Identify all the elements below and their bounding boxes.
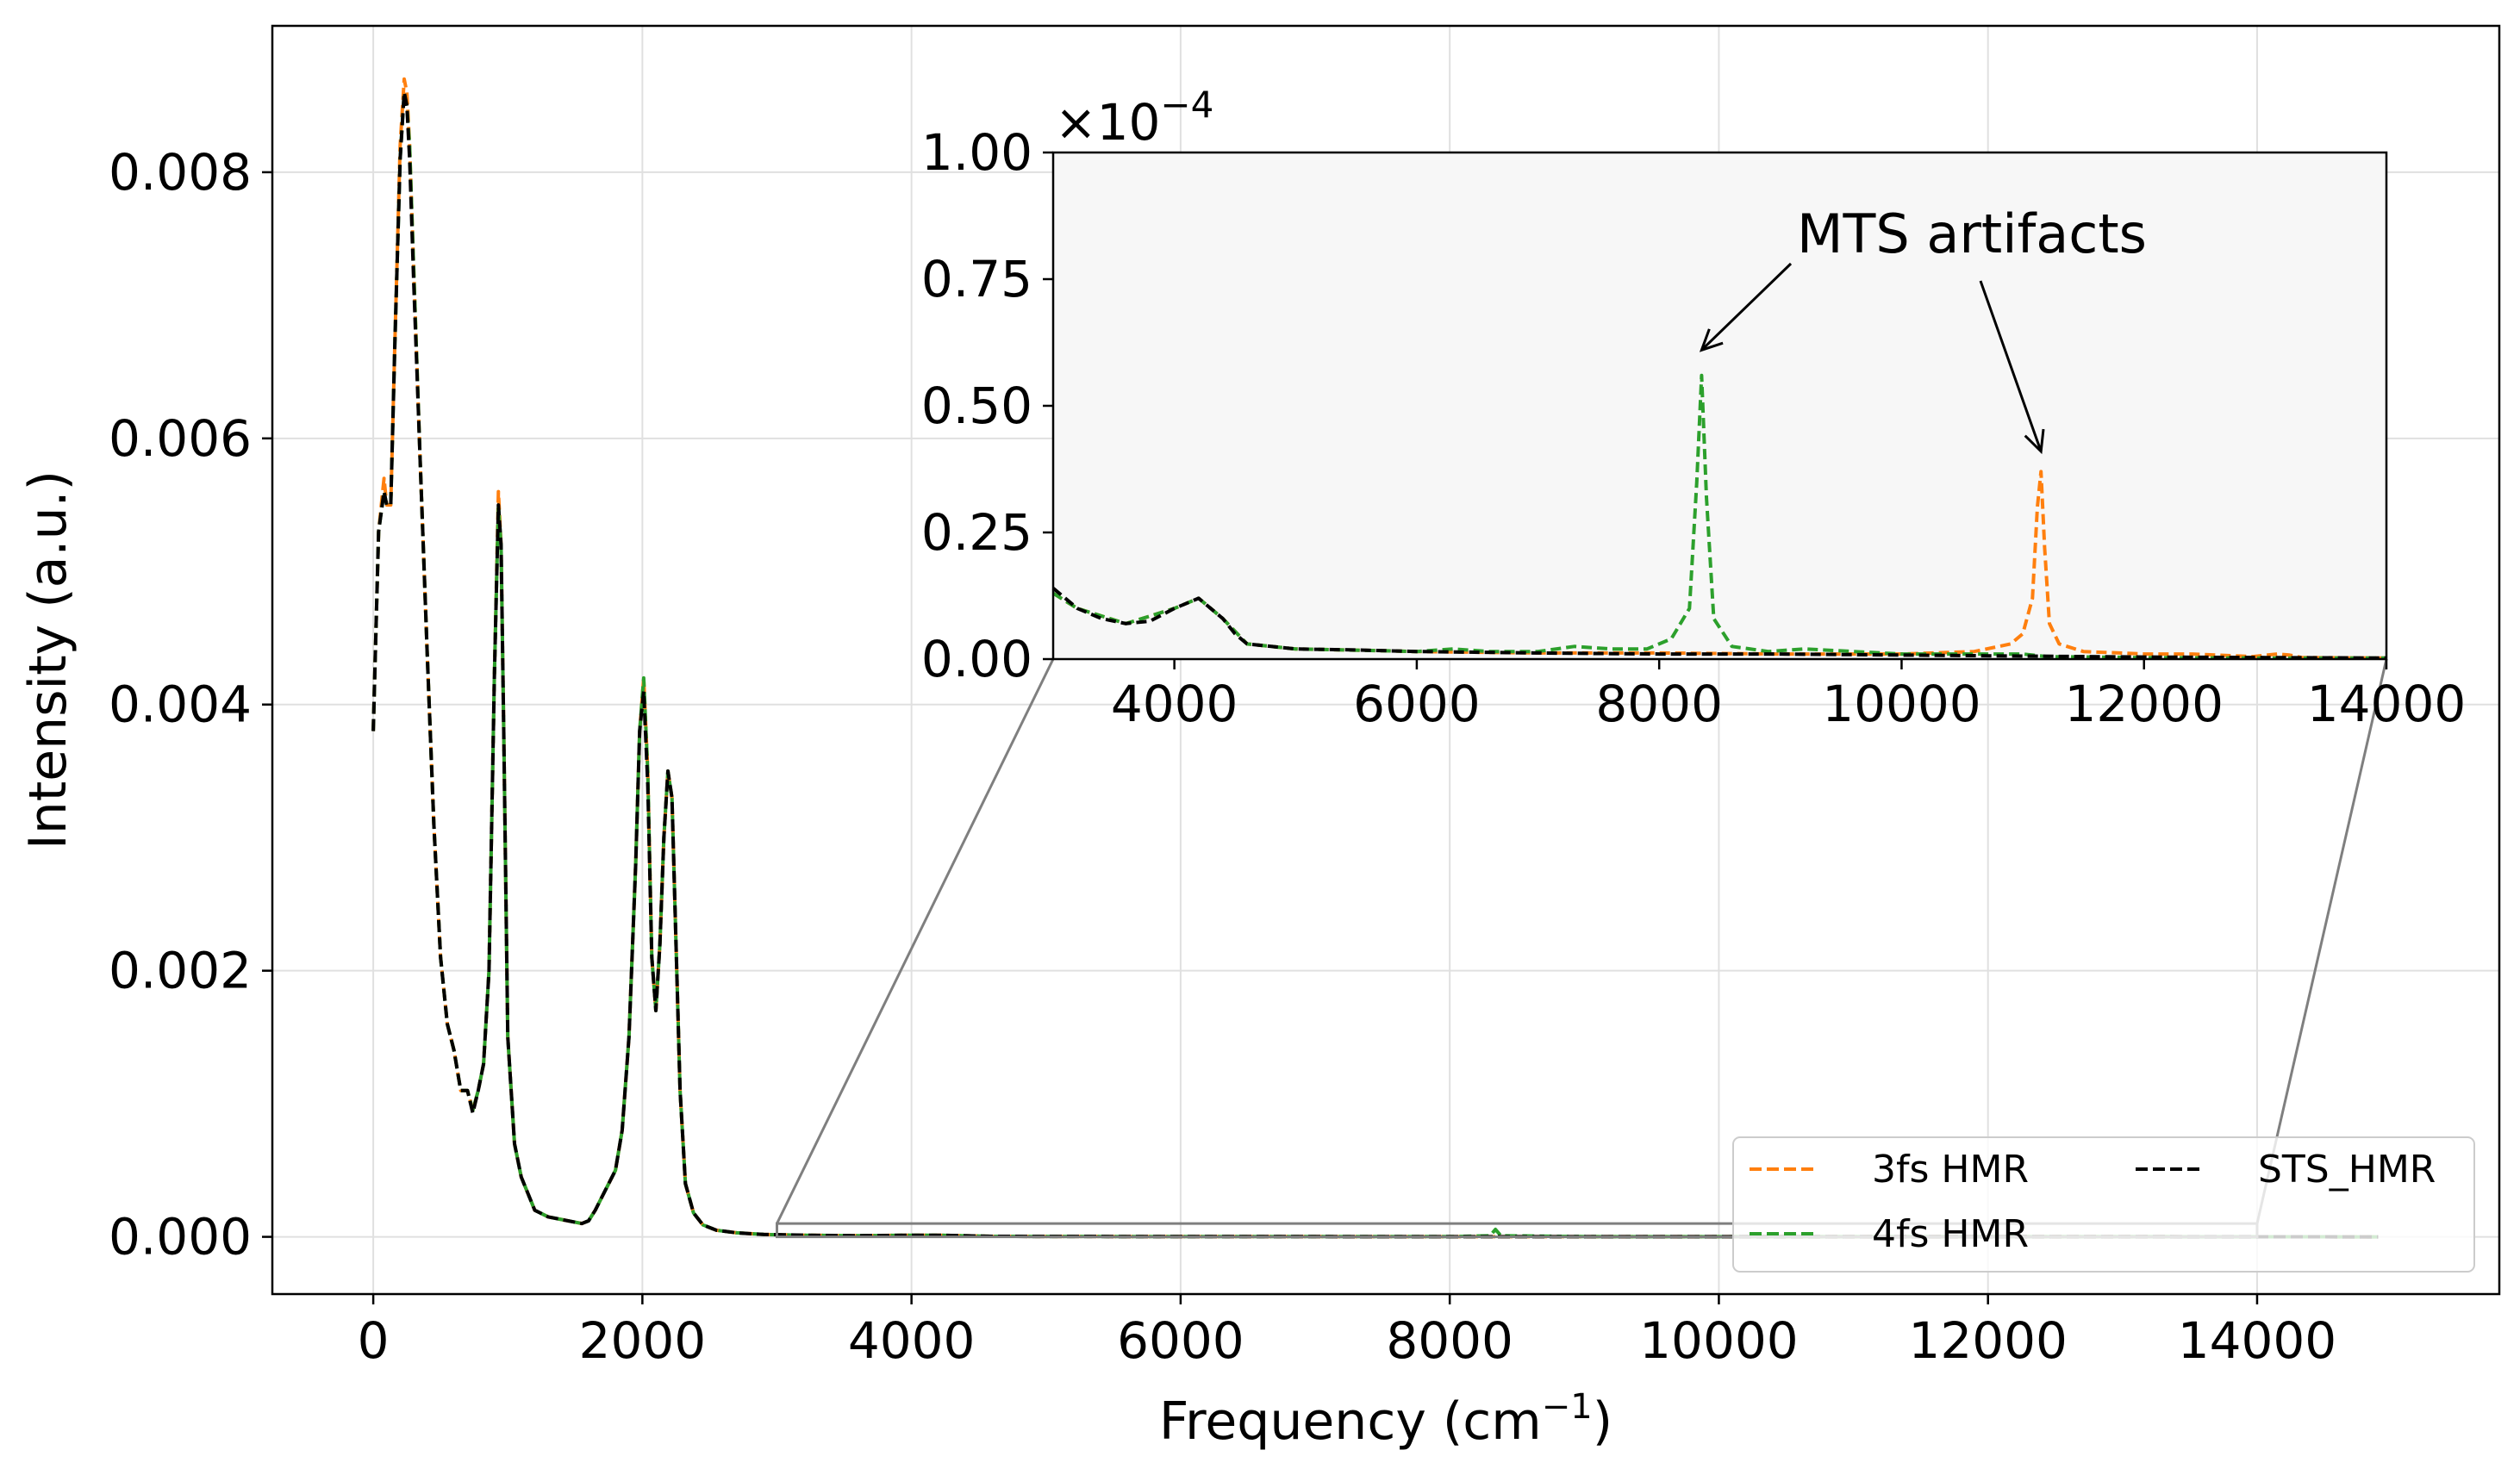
inset-y-tick-label-1: 0.25 <box>921 503 1032 562</box>
inset-plot-area <box>1053 152 2386 659</box>
inset-x-tick-label-5: 14000 <box>2307 675 2467 733</box>
y-tick-label-2: 0.004 <box>109 675 252 734</box>
inset-series-line-1 <box>1051 373 2386 660</box>
zoom-connector-left <box>776 658 1055 1224</box>
y-tick-label-4: 0.008 <box>109 143 252 202</box>
x-tick-label-1: 2000 <box>579 1311 707 1370</box>
annotation-arrow-head-1 <box>2024 428 2045 455</box>
inset-series-line-0 <box>1051 470 2387 660</box>
y-tick-label-3: 0.006 <box>109 409 252 468</box>
main-y-ticks: 0.000 0.002 0.004 0.006 0.008 <box>109 143 272 1267</box>
y-tick-label-0: 0.000 <box>109 1208 252 1267</box>
annotation-arrows <box>1699 262 2045 455</box>
y-axis-label: Intensity (a.u.) <box>18 470 78 850</box>
inset-y-tick-label-2: 0.50 <box>921 377 1032 435</box>
inset-y-ticks: 0.00 0.25 0.50 0.75 1.00 <box>921 123 1053 688</box>
x-tick-label-0: 0 <box>358 1311 390 1370</box>
legend-box <box>1732 1136 2475 1273</box>
inset-x-tick-label-0: 4000 <box>1111 675 1238 733</box>
x-tick-label-3: 6000 <box>1117 1311 1244 1370</box>
inset-scale-factor: ×10−4 <box>1055 84 1213 152</box>
annotation-arrow-line-1 <box>1979 280 2043 452</box>
inset-x-tick-label-1: 6000 <box>1353 675 1481 733</box>
annotation-mts-artifacts: MTS artifacts <box>1797 202 2147 265</box>
x-tick-label-6: 12000 <box>1908 1311 2068 1370</box>
legend-label-3fs: 3fs HMR <box>1872 1148 2029 1192</box>
zoom-connector-right <box>2255 658 2388 1224</box>
inset-x-tick-label-4: 12000 <box>2064 675 2224 733</box>
x-tick-label-5: 10000 <box>1639 1311 1799 1370</box>
inset-series-lines <box>1051 373 2387 660</box>
inset-chart: 4000 6000 8000 10000 12000 14000 0.00 0.25 0.50… <box>921 84 2466 733</box>
inset-y-tick-label-0: 0.00 <box>921 630 1032 688</box>
x-axis-label: Frequency (cm−1) <box>1159 1387 1612 1452</box>
x-tick-label-7: 14000 <box>2178 1311 2337 1370</box>
inset-y-tick-label-4: 1.00 <box>921 123 1032 182</box>
inset-y-tick-label-3: 0.75 <box>921 250 1032 308</box>
inset-series-line-2 <box>1051 587 2387 660</box>
inset-x-tick-label-3: 10000 <box>1822 675 1981 733</box>
inset-x-tick-label-2: 8000 <box>1595 675 1723 733</box>
annotation-arrow-line-0 <box>1700 262 1793 352</box>
y-tick-label-1: 0.002 <box>109 942 252 1000</box>
x-tick-label-4: 8000 <box>1386 1311 1513 1370</box>
legend-label-4fs: 4fs HMR <box>1872 1212 2029 1256</box>
main-axes-frame <box>271 24 2501 1296</box>
inset-annotation: MTS artifacts <box>1699 202 2147 455</box>
annotation-arrow-head-0 <box>1699 328 1724 352</box>
legend-label-sts: STS_HMR <box>2258 1148 2436 1192</box>
legend: 3fs HMR 4fs HMR STS_HMR <box>1732 1136 2475 1273</box>
x-tick-label-2: 4000 <box>848 1311 976 1370</box>
main-series-line-2 <box>371 90 2379 1239</box>
main-x-ticks: 0 2000 4000 6000 8000 10000 12000 14000 <box>358 1294 2337 1370</box>
inset-x-ticks: 4000 6000 8000 10000 12000 14000 <box>1111 659 2466 733</box>
